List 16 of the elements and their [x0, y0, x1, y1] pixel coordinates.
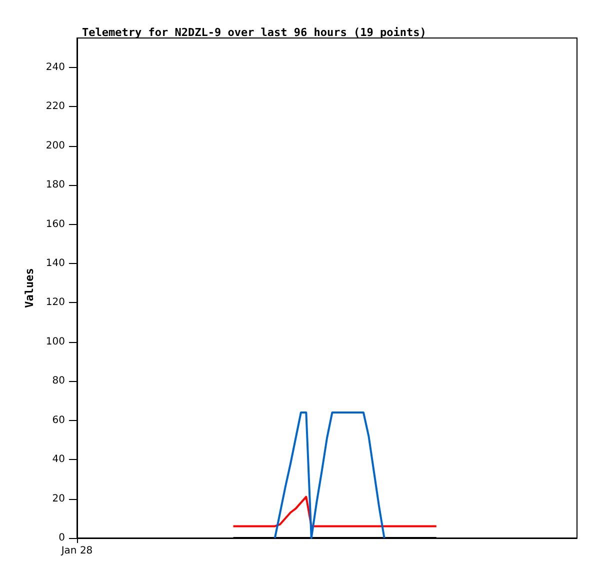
- y-axis-title: Values: [23, 268, 36, 308]
- chart-title: Telemetry for N2DZL-9 over last 96 hours (19 points): [82, 26, 426, 39]
- x-tick-label: Jan 28: [60, 546, 93, 556]
- y-tick-label: 240: [46, 62, 65, 73]
- y-tick-label: 140: [46, 258, 65, 269]
- y-tick-label: 40: [52, 454, 65, 466]
- y-tick-label: 80: [52, 376, 65, 387]
- y-tick-label: 180: [46, 180, 65, 191]
- y-tick-label: 120: [46, 297, 65, 308]
- y-tick-label: 0: [58, 532, 65, 544]
- y-tick-label: 200: [46, 140, 65, 152]
- y-tick-label: 20: [52, 493, 65, 504]
- y-tick-label: 100: [46, 336, 65, 348]
- y-tick-label: 160: [46, 218, 65, 230]
- y-tick-label: 60: [52, 414, 65, 426]
- y-tick-label: 220: [46, 101, 65, 112]
